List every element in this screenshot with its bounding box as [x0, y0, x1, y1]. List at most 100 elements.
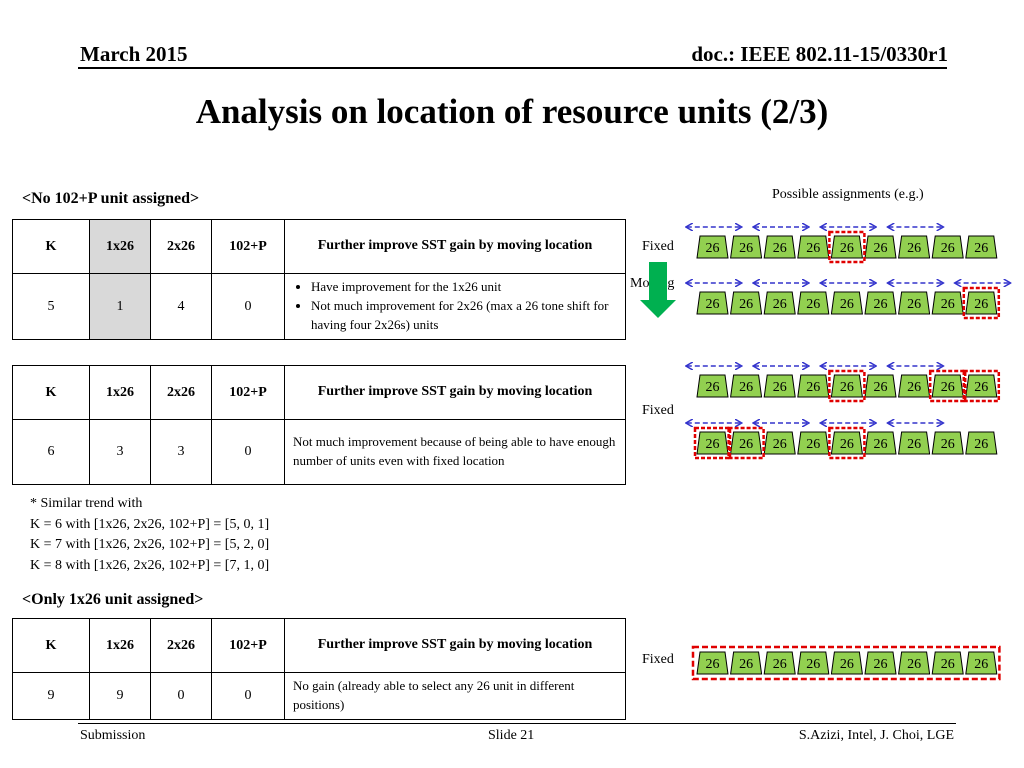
resource-unit-label: 26 [806, 297, 820, 312]
resource-unit-label: 26 [739, 437, 753, 452]
resource-unit-26 [696, 235, 729, 259]
resource-unit-label: 26 [840, 297, 854, 312]
resource-unit-label: 26 [907, 380, 921, 395]
diagram-caption: Possible assignments (e.g.) [772, 187, 924, 202]
resource-unit-26 [830, 431, 863, 455]
highlight-box [727, 426, 765, 460]
resource-unit-26 [898, 651, 931, 675]
resource-unit-label: 26 [941, 380, 955, 395]
cell-k: 9 [12, 672, 90, 720]
resource-unit-label: 26 [773, 297, 787, 312]
resource-unit-label: 26 [706, 437, 720, 452]
th-2x26: 2x26 [150, 219, 212, 274]
resource-unit-label: 26 [739, 657, 753, 672]
desc-bullet: Not much improvement for 2x26 (max a 26 … [311, 297, 617, 335]
th-sst-gain: Further improve SST gain by moving locat… [284, 219, 626, 274]
resource-unit-label: 26 [874, 380, 888, 395]
highlight-box [962, 369, 1001, 403]
resource-unit-26 [730, 431, 763, 455]
resource-unit-label: 26 [706, 241, 720, 256]
resource-unit-label: 26 [706, 380, 720, 395]
resource-unit-label: 26 [806, 657, 820, 672]
th-2x26: 2x26 [150, 365, 212, 420]
resource-unit-label: 26 [874, 437, 888, 452]
resource-unit-26 [898, 431, 931, 455]
highlight-box [828, 230, 866, 264]
unit-row: 26 26 26 26 26 26 26 26 26 [687, 283, 1010, 320]
cell-1x26: 1 [89, 273, 151, 340]
resource-unit-26 [730, 235, 763, 259]
resource-unit-26 [797, 651, 830, 675]
resource-unit-26 [965, 651, 998, 675]
th-102p: 102+P [211, 219, 285, 274]
resource-unit-label: 26 [907, 657, 921, 672]
resource-unit-26 [965, 431, 998, 455]
resource-unit-label: 26 [907, 437, 921, 452]
resource-unit-label: 26 [907, 241, 921, 256]
resource-unit-26 [965, 235, 998, 259]
resource-unit-label: 26 [974, 657, 988, 672]
resource-unit-label: 26 [941, 241, 955, 256]
resource-unit-26 [898, 291, 931, 315]
header-doc-id: doc.: IEEE 802.11-15/0330r1 [691, 42, 948, 66]
resource-unit-26 [730, 291, 763, 315]
resource-unit-label: 26 [806, 380, 820, 395]
slide-title: Analysis on location of resource units (… [195, 92, 829, 131]
resource-unit-label: 26 [706, 657, 720, 672]
table-k9: K 1x26 2x26 102+P Further improve SST ga… [12, 618, 626, 720]
resource-unit-26 [830, 374, 863, 398]
resource-unit-26 [830, 651, 863, 675]
resource-unit-26 [931, 431, 964, 455]
similar-trend-note: * Similar trend with K = 6 with [1x26, 2… [30, 494, 269, 576]
header-divider [78, 67, 947, 69]
table-k5: K 1x26 2x26 102+P Further improve SST ga… [12, 219, 626, 340]
cell-1x26: 3 [89, 419, 151, 485]
resource-unit-label: 26 [773, 380, 787, 395]
note-line: K = 7 with [1x26, 2x26, 102+P] = [5, 2, … [30, 537, 270, 552]
resource-unit-label: 26 [840, 241, 854, 256]
resource-unit-label: 26 [773, 657, 787, 672]
resource-unit-26 [830, 291, 863, 315]
unit-row: 26 26 26 26 26 26 26 26 26 [691, 645, 1001, 681]
resource-unit-26 [931, 235, 964, 259]
th-1x26: 1x26 [89, 365, 151, 420]
unit-row: 26 26 26 26 26 26 26 26 26 [687, 366, 1001, 403]
resource-unit-label: 26 [840, 657, 854, 672]
resource-unit-26 [898, 235, 931, 259]
resource-unit-label: 26 [974, 241, 988, 256]
resource-unit-label: 26 [773, 437, 787, 452]
resource-unit-label: 26 [941, 437, 955, 452]
th-sst-gain: Further improve SST gain by moving locat… [284, 618, 626, 673]
note-line: K = 6 with [1x26, 2x26, 102+P] = [5, 0, … [30, 516, 270, 532]
label-fixed: Fixed [642, 403, 674, 418]
resource-unit-label: 26 [739, 241, 753, 256]
th-k: K [12, 219, 90, 274]
section-heading-no-102p: <No 102+P unit assigned> [22, 190, 200, 207]
resource-unit-26 [696, 291, 729, 315]
cell-k: 5 [12, 273, 90, 340]
th-sst-gain: Further improve SST gain by moving locat… [284, 365, 626, 420]
resource-unit-26 [864, 431, 897, 455]
highlight-box [693, 426, 732, 460]
resource-unit-26 [696, 651, 729, 675]
highlight-box [691, 645, 1001, 681]
resource-unit-26 [965, 291, 998, 315]
highlight-box [928, 369, 967, 403]
resource-unit-label: 26 [739, 380, 753, 395]
resource-unit-26 [830, 235, 863, 259]
desc-bullet: Have improvement for the 1x26 unit [311, 278, 617, 297]
section-heading-only-1x26: <Only 1x26 unit assigned> [22, 591, 204, 608]
th-1x26: 1x26 [89, 219, 151, 274]
resource-unit-26 [864, 651, 897, 675]
resource-unit-26 [763, 291, 796, 315]
resource-unit-label: 26 [773, 241, 787, 256]
resource-unit-label: 26 [840, 437, 854, 452]
resource-unit-label: 26 [739, 297, 753, 312]
resource-unit-26 [864, 291, 897, 315]
resource-unit-label: 26 [907, 297, 921, 312]
footer-submission: Submission [80, 728, 146, 743]
resource-unit-label: 26 [840, 380, 854, 395]
highlight-box [828, 426, 866, 460]
resource-unit-26 [763, 651, 796, 675]
cell-desc: No gain (already able to select any 26 u… [284, 672, 626, 720]
